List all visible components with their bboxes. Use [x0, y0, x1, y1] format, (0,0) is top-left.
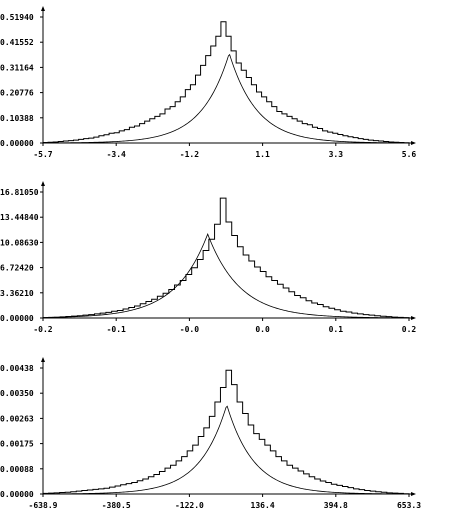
x-axis-arrow — [411, 316, 416, 320]
histogram-series — [42, 369, 410, 495]
x-tick-label: 5.6 — [402, 150, 417, 159]
x-tick-label: 394.8 — [324, 501, 348, 510]
x-tick-label: 1.1 — [255, 150, 270, 159]
y-tick-label: 0.41552 — [0, 38, 34, 47]
y-tick-label: 0.00263 — [0, 414, 34, 423]
y-tick-label: 0.00000 — [0, 314, 34, 323]
y-tick-label: 0.00350 — [0, 389, 34, 398]
x-tick-label: -638.9 — [29, 501, 58, 510]
y-tick-label: 0.20776 — [0, 89, 34, 98]
histogram-series — [42, 21, 410, 144]
x-tick-label: -0.2 — [33, 325, 52, 334]
y-axis-arrow — [41, 6, 45, 11]
y-axis-arrow — [41, 357, 45, 362]
x-tick-label: 653.3 — [397, 501, 421, 510]
x-axis-arrow — [411, 141, 416, 145]
y-tick-label: 0.51940 — [0, 13, 34, 22]
y-tick-label: 0.00000 — [0, 490, 34, 499]
y-tick-label: 6.72420 — [0, 264, 34, 273]
y-tick-label: 0.10388 — [0, 114, 34, 123]
chart-panel-bottom: 0.00000 0.00088 0.00175 0.00263 0.00350 0.004… — [0, 357, 421, 510]
y-tick-label: 0.00000 — [0, 139, 34, 148]
chart-panel-top: 0.00000 0.10388 0.20776 0.31164 0.41552 0.519… — [0, 6, 416, 159]
x-tick-label: 0.1 — [329, 325, 344, 334]
y-tick-label: 0.00088 — [0, 465, 34, 474]
x-tick-label: 3.3 — [329, 150, 344, 159]
x-tick-label: -0.0 — [180, 325, 199, 334]
x-tick-label: -5.7 — [33, 150, 52, 159]
histogram-series — [42, 197, 410, 319]
y-tick-label: 0.00438 — [0, 364, 34, 373]
x-tick-label: 136.4 — [251, 501, 275, 510]
x-tick-label: -122.0 — [175, 501, 204, 510]
y-tick-label: 3.36210 — [0, 289, 34, 298]
x-tick-label: -1.2 — [180, 150, 199, 159]
x-tick-label: -380.5 — [102, 501, 131, 510]
x-axis-arrow — [411, 492, 416, 496]
fit-curve-series — [42, 232, 409, 319]
x-tick-label: -0.1 — [107, 325, 126, 334]
y-tick-label: 0.31164 — [0, 63, 34, 72]
fit-curve-series — [42, 53, 410, 144]
x-tick-label: 0.2 — [402, 325, 417, 334]
y-tick-label: 13.44840 — [0, 213, 39, 222]
x-tick-label: -3.4 — [107, 150, 126, 159]
fit-curve-series — [43, 405, 410, 495]
y-tick-label: 16.81050 — [0, 188, 39, 197]
chart-panel-middle: 0.00000 3.36210 6.72420 10.08630 13.44840 16.… — [0, 181, 416, 334]
y-tick-label: 10.08630 — [0, 238, 39, 247]
x-tick-label: 0.0 — [255, 325, 270, 334]
y-axis-arrow — [41, 181, 45, 186]
y-tick-label: 0.00175 — [0, 440, 34, 449]
